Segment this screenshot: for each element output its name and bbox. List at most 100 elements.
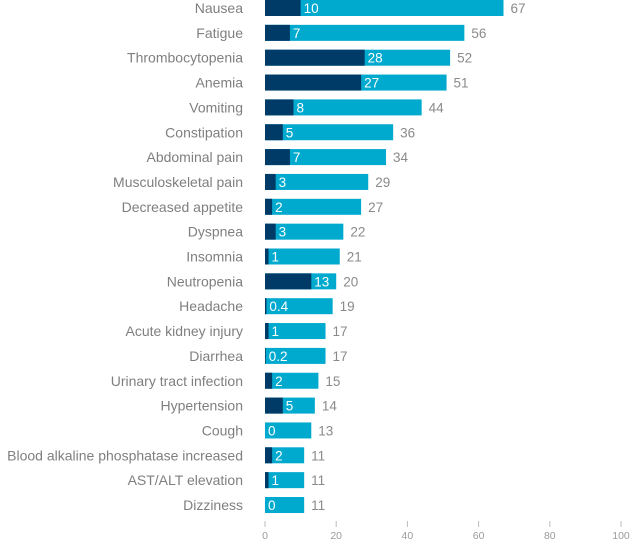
bar-grade-headache: [265, 298, 267, 315]
bar-total-ast-alt-elevation: [265, 472, 305, 489]
x-axis: 0 20 40 60 80 100: [262, 521, 630, 540]
category-label-constipation: Constipation: [165, 124, 243, 140]
bar-grade-diarrhea: [265, 347, 266, 364]
bar-total-dyspnea: [265, 223, 344, 240]
bar-grade-abdominal-pain: [265, 149, 290, 166]
inner-value-label-nausea: 10: [304, 1, 319, 16]
total-value-label-cough: 13: [318, 423, 333, 438]
category-label-diarrhea: Diarrhea: [189, 348, 243, 364]
total-value-label-acute-kidney-injury: 17: [333, 324, 348, 339]
bar-grade-hypertension: [265, 397, 283, 414]
inner-value-label-thrombocytopenia: 28: [368, 51, 383, 66]
total-value-label-decreased-appetite: 27: [368, 200, 383, 215]
bar-grade-neutropenia: [265, 273, 312, 290]
bar-total-fatigue: [265, 24, 465, 41]
inner-value-label-urinary-tract-infection: 2: [275, 374, 283, 389]
inner-value-label-hypertension: 5: [286, 399, 294, 414]
category-label-anemia: Anemia: [196, 75, 244, 91]
category-label-dyspnea: Dyspnea: [188, 224, 243, 240]
bar-total-vomiting: [265, 99, 422, 116]
category-label-headache: Headache: [179, 298, 243, 314]
bar-total-urinary-tract-infection: [265, 372, 319, 389]
bar-total-constipation: [265, 124, 394, 141]
inner-value-label-musculoskeletal-pain: 3: [279, 175, 287, 190]
x-tick-label-40: 40: [402, 530, 414, 540]
total-value-label-urinary-tract-infection: 15: [325, 374, 340, 389]
total-value-label-dizziness: 11: [311, 498, 325, 513]
total-value-label-insomnia: 21: [347, 250, 362, 265]
inner-value-label-vomiting: 8: [296, 100, 304, 115]
bar-grade-dyspnea: [265, 223, 276, 240]
bar-grade-blood-alkaline-phosphatase-increased: [265, 447, 273, 464]
x-tick-label-0: 0: [262, 530, 268, 540]
inner-value-label-anemia: 27: [364, 76, 379, 91]
bar-total-diarrhea: [265, 347, 326, 364]
bar-grade-musculoskeletal-pain: [265, 173, 276, 190]
bar-total-nausea: [265, 0, 504, 16]
category-label-ast-alt-elevation: AST/ALT elevation: [128, 472, 243, 488]
category-label-neutropenia: Neutropenia: [167, 273, 243, 289]
category-label-musculoskeletal-pain: Musculoskeletal pain: [113, 174, 243, 190]
inner-value-label-cough: 0: [268, 423, 276, 438]
bar-total-dizziness: [265, 497, 305, 513]
bar-grade-anemia: [265, 74, 362, 91]
category-label-fatigue: Fatigue: [196, 25, 243, 41]
x-tick-label-20: 20: [330, 530, 342, 540]
x-tick-label-100: 100: [612, 530, 630, 540]
category-label-hypertension: Hypertension: [161, 398, 244, 414]
total-value-label-blood-alkaline-phosphatase-increased: 11: [311, 448, 325, 463]
category-label-blood-alkaline-phosphatase-increased: Blood alkaline phosphatase increased: [7, 447, 243, 463]
x-tick-label-80: 80: [544, 530, 556, 540]
total-value-label-fatigue: 56: [471, 26, 486, 41]
total-value-label-constipation: 36: [400, 125, 415, 140]
bar-total-headache: [265, 298, 333, 315]
category-label-vomiting: Vomiting: [189, 99, 243, 115]
inner-value-label-ast-alt-elevation: 1: [272, 473, 280, 488]
total-value-label-musculoskeletal-pain: 29: [375, 175, 390, 190]
category-label-acute-kidney-injury: Acute kidney injury: [125, 323, 243, 339]
inner-value-label-dizziness: 0: [268, 498, 276, 513]
bar-grade-nausea: [265, 0, 301, 16]
total-value-label-headache: 19: [340, 299, 355, 314]
inner-value-label-abdominal-pain: 7: [293, 150, 301, 165]
bar-grade-acute-kidney-injury: [265, 323, 269, 340]
total-value-label-hypertension: 14: [322, 399, 338, 414]
inner-value-label-dyspnea: 3: [279, 225, 287, 240]
total-value-label-dyspnea: 22: [350, 225, 365, 240]
bar-grade-thrombocytopenia: [265, 49, 365, 66]
category-label-insomnia: Insomnia: [186, 249, 243, 265]
category-label-urinary-tract-infection: Urinary tract infection: [111, 373, 243, 389]
category-label-decreased-appetite: Decreased appetite: [122, 199, 244, 215]
bar-grade-urinary-tract-infection: [265, 372, 273, 389]
bar-grade-fatigue: [265, 24, 290, 41]
bar-total-acute-kidney-injury: [265, 323, 326, 340]
bar-grade-ast-alt-elevation: [265, 472, 269, 489]
bar-total-decreased-appetite: [265, 198, 362, 215]
category-labels: Nausea Fatigue Thrombocytopenia Anemia Vomit…: [7, 0, 243, 513]
inner-value-label-insomnia: 1: [272, 250, 280, 265]
total-value-label-anemia: 51: [454, 76, 469, 91]
inner-value-label-fatigue: 7: [293, 26, 301, 41]
bar-total-musculoskeletal-pain: [265, 173, 369, 190]
bar-total-cough: [265, 422, 312, 439]
bar-total-abdominal-pain: [265, 149, 387, 166]
bar-total-insomnia: [265, 248, 340, 265]
bar-grade-insomnia: [265, 248, 269, 265]
total-value-label-diarrhea: 17: [333, 349, 348, 364]
total-value-label-thrombocytopenia: 52: [457, 51, 472, 66]
total-value-label-nausea: 67: [511, 1, 526, 16]
inner-value-label-acute-kidney-injury: 1: [272, 324, 280, 339]
x-tick-label-60: 60: [473, 530, 485, 540]
bar-grade-decreased-appetite: [265, 198, 273, 215]
category-label-abdominal-pain: Abdominal pain: [146, 149, 243, 165]
category-label-cough: Cough: [202, 422, 243, 438]
total-value-label-abdominal-pain: 34: [393, 150, 409, 165]
category-label-thrombocytopenia: Thrombocytopenia: [127, 50, 243, 66]
inner-value-label-neutropenia: 13: [314, 274, 329, 289]
inner-value-label-headache: 0.4: [269, 299, 288, 314]
category-label-dizziness: Dizziness: [183, 497, 243, 513]
total-value-label-neutropenia: 20: [343, 274, 358, 289]
bar-grade-constipation: [265, 124, 283, 141]
